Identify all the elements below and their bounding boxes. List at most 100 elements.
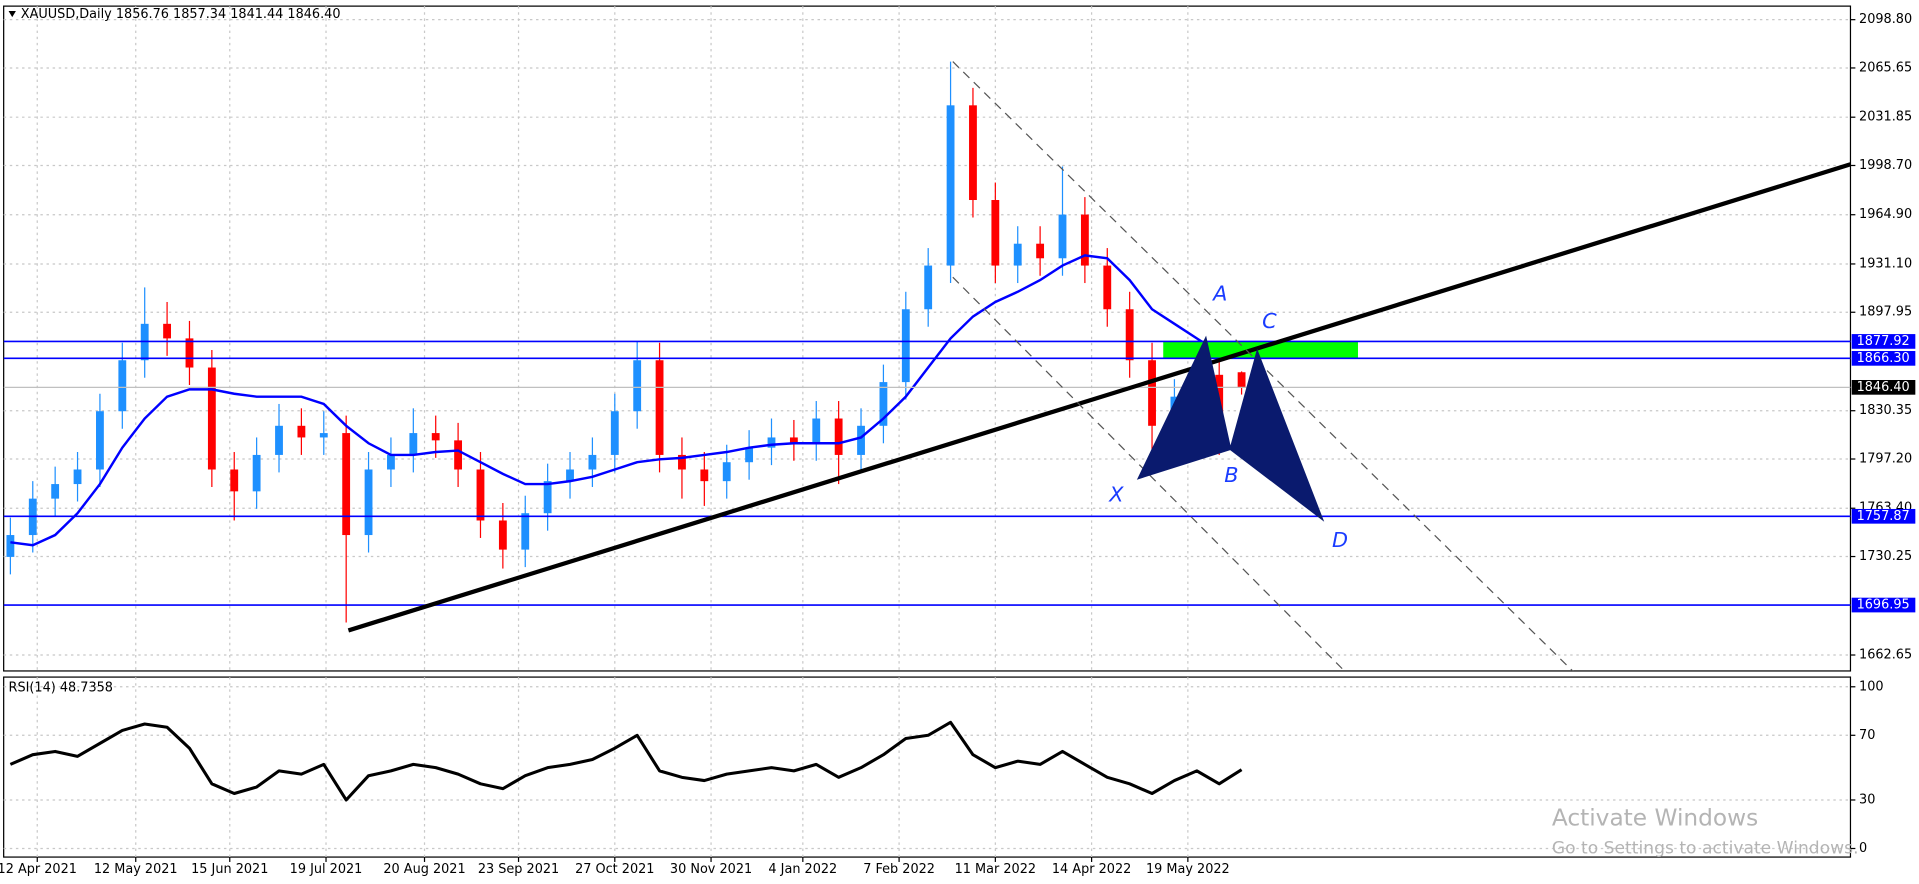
- candle-body: [252, 454, 261, 492]
- candle-body: [767, 437, 776, 448]
- y-tick-label: 1931.10: [1859, 256, 1912, 271]
- candle-body: [1237, 372, 1246, 388]
- candle-body: [812, 418, 821, 444]
- level-label: 1877.92: [1857, 334, 1910, 349]
- candle-body: [633, 360, 642, 412]
- y-tick-label: 1662.65: [1859, 648, 1912, 663]
- candle-body: [1036, 243, 1045, 259]
- candle-body: [991, 200, 1000, 266]
- y-tick-label: 70: [1859, 728, 1875, 743]
- candle-body: [1013, 243, 1022, 266]
- axes: 2098.80 2065.65 2031.85 1998.70 1964.90 1931.…: [0, 12, 1916, 877]
- candle-body: [364, 469, 373, 536]
- y-tick-label: 2031.85: [1859, 110, 1912, 125]
- rsi-panel: [3, 676, 1852, 858]
- candle-body: [297, 425, 306, 438]
- x-tick-label: 14 Apr 2022: [1052, 862, 1131, 877]
- x-tick-label: 19 Jul 2021: [290, 862, 363, 877]
- candle-body: [476, 469, 485, 521]
- x-tick-label: 11 Mar 2022: [955, 862, 1036, 877]
- price-plot: [3, 61, 1851, 671]
- y-tick-label: 2098.80: [1859, 12, 1912, 27]
- candle-body: [879, 382, 888, 426]
- level-label: 1757.87: [1857, 509, 1910, 524]
- pattern-triangle: [1229, 348, 1325, 522]
- candle-body: [118, 360, 127, 412]
- candle-body: [51, 484, 60, 499]
- pattern-triangle: [1136, 335, 1232, 480]
- pattern-label: B: [1224, 463, 1238, 487]
- candle-body: [387, 454, 395, 470]
- candle-body: [610, 411, 619, 455]
- y-tick-label: 1797.20: [1859, 452, 1912, 467]
- candle-body: [342, 433, 351, 536]
- candle-body: [230, 469, 239, 492]
- candle-body: [319, 433, 328, 438]
- candle-body: [1080, 214, 1089, 266]
- candle-body: [185, 338, 194, 368]
- candle-body: [969, 105, 977, 201]
- x-tick-label: 27 Oct 2021: [575, 862, 654, 877]
- candle-body: [275, 425, 283, 455]
- x-tick-label: 19 May 2022: [1146, 862, 1230, 877]
- candle-body: [163, 323, 172, 339]
- candle-body: [700, 469, 709, 482]
- candle-body: [543, 481, 552, 514]
- rsi-plot: [9, 720, 1243, 802]
- level-label-box: [1851, 334, 1916, 349]
- candle-body: [207, 367, 216, 470]
- candle-body: [901, 309, 910, 383]
- pattern-label: C: [1262, 309, 1277, 333]
- x-tick-label: 20 Aug 2021: [383, 862, 465, 877]
- level-label: 1866.30: [1857, 351, 1910, 366]
- candle-body: [96, 411, 104, 470]
- level-label-box: [1851, 508, 1916, 524]
- x-tick-label: 12 Apr 2021: [0, 862, 77, 877]
- grid: [3, 6, 1851, 858]
- candle-body: [454, 440, 463, 470]
- candle-body: [834, 418, 843, 455]
- y-tick-label: 1964.90: [1859, 207, 1912, 222]
- moving-average: [10, 254, 1242, 547]
- pattern-label: A: [1211, 281, 1227, 305]
- y-tick-label: 100: [1859, 679, 1884, 694]
- trendline: [952, 276, 1346, 671]
- trendline: [347, 162, 1851, 633]
- current-price-box: [1851, 379, 1916, 395]
- candle-body: [678, 454, 686, 470]
- zone: [1163, 341, 1358, 359]
- watermark: Go to Settings to activate Windows.: [1552, 838, 1859, 858]
- pattern-label: X: [1108, 482, 1124, 506]
- candle-body: [924, 265, 933, 310]
- candle-body: [521, 513, 530, 550]
- x-tick-label: 7 Feb 2022: [863, 862, 935, 877]
- x-tick-label: 12 May 2021: [94, 862, 178, 877]
- level-label: 1696.95: [1857, 598, 1910, 613]
- candle-body: [1125, 309, 1134, 361]
- y-tick-label: 30: [1859, 792, 1875, 807]
- candle-body: [498, 520, 507, 550]
- y-tick-label: 0: [1859, 841, 1867, 856]
- candle-body: [789, 437, 798, 444]
- menu-arrow[interactable]: [8, 11, 16, 18]
- candle-body: [409, 433, 418, 455]
- candle-body: [745, 447, 754, 463]
- price-panel: [3, 5, 1852, 672]
- candle-body: [722, 462, 731, 482]
- y-tick-label: 1998.70: [1859, 158, 1912, 173]
- candle-body: [566, 469, 574, 482]
- candle-body: [6, 535, 15, 557]
- candle-body: [73, 469, 82, 485]
- y-tick-label: 1897.95: [1859, 305, 1912, 320]
- y-tick-label: 2065.65: [1859, 60, 1912, 75]
- rsi-line: [9, 720, 1243, 802]
- candle-body: [857, 425, 865, 455]
- candle-body: [1148, 360, 1156, 426]
- y-tick-label: 1730.25: [1859, 549, 1912, 564]
- x-tick-label: 15 Jun 2021: [191, 862, 268, 877]
- candle-body: [946, 105, 955, 266]
- candle-body: [1058, 214, 1067, 259]
- rsi-title: RSI(14) 48.7358: [9, 681, 113, 696]
- candle-body: [431, 433, 440, 441]
